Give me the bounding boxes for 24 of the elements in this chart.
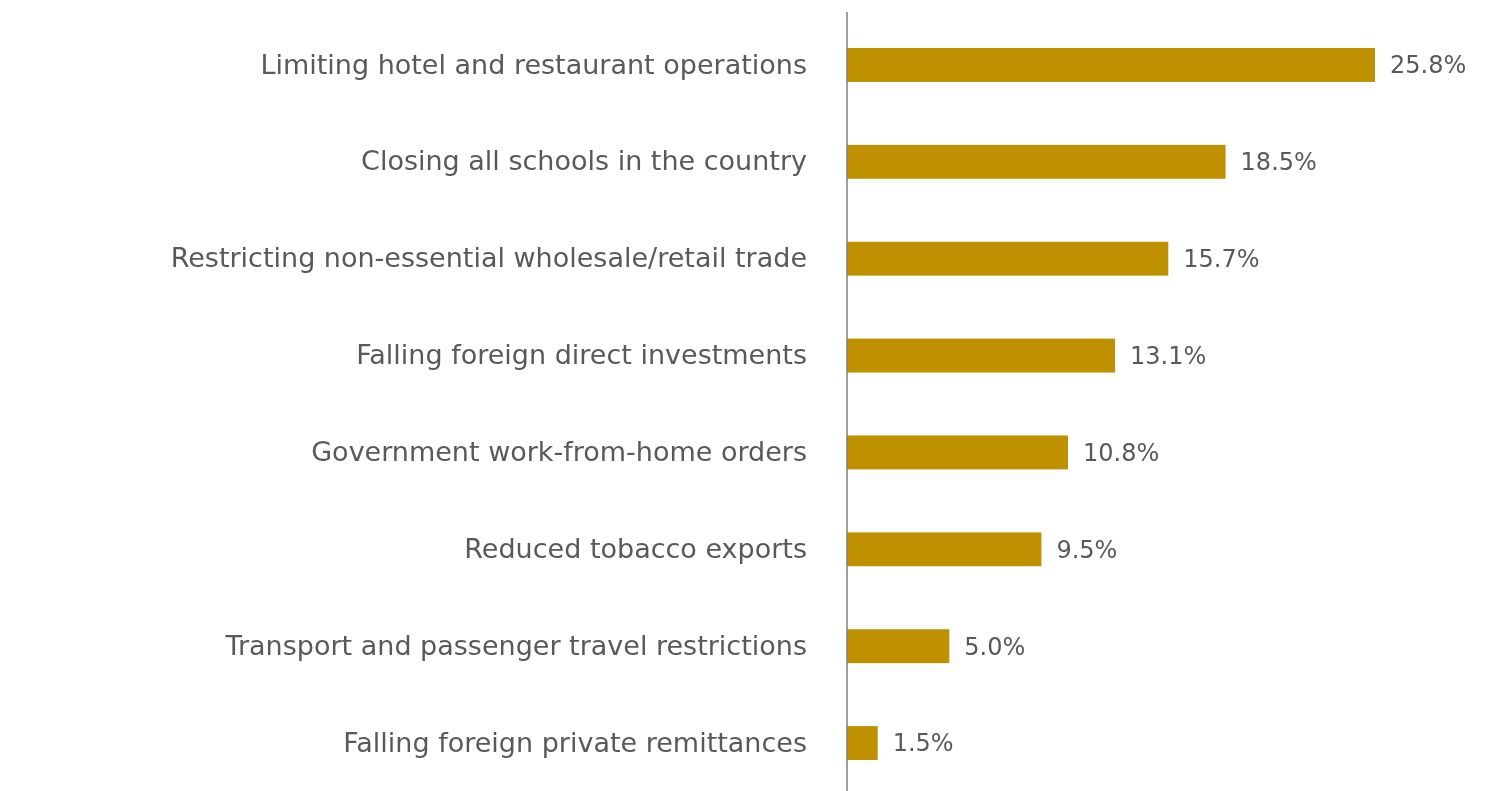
data-label: 5.0% bbox=[964, 632, 1026, 661]
bar bbox=[847, 629, 950, 664]
bar bbox=[847, 144, 1226, 179]
data-label: 25.8% bbox=[1390, 51, 1467, 80]
y-tick-label: Restricting non-essential wholesale/retail trade bbox=[170, 242, 807, 274]
data-label: 18.5% bbox=[1240, 148, 1317, 177]
bar bbox=[847, 338, 1116, 373]
bar bbox=[847, 435, 1069, 470]
data-label: 13.1% bbox=[1130, 341, 1207, 370]
data-label: 1.5% bbox=[892, 729, 954, 758]
bar bbox=[847, 532, 1042, 567]
y-tick-label: Falling foreign direct investments bbox=[356, 339, 807, 371]
y-tick-label: Transport and passenger travel restrictions bbox=[224, 629, 807, 661]
y-tick-label: Falling foreign private remittances bbox=[343, 726, 807, 758]
y-tick-label: Limiting hotel and restaurant operations bbox=[260, 48, 807, 80]
data-label: 15.7% bbox=[1183, 245, 1260, 274]
bar bbox=[847, 48, 1375, 82]
bar bbox=[847, 726, 878, 760]
data-label: 10.8% bbox=[1083, 438, 1160, 467]
data-label: 9.5% bbox=[1056, 535, 1118, 564]
bar bbox=[847, 241, 1169, 276]
y-tick-label: Reduced tobacco exports bbox=[464, 532, 807, 564]
y-tick-label: Government work-from-home orders bbox=[311, 436, 807, 468]
y-tick-label: Closing all schools in the country bbox=[361, 145, 808, 177]
